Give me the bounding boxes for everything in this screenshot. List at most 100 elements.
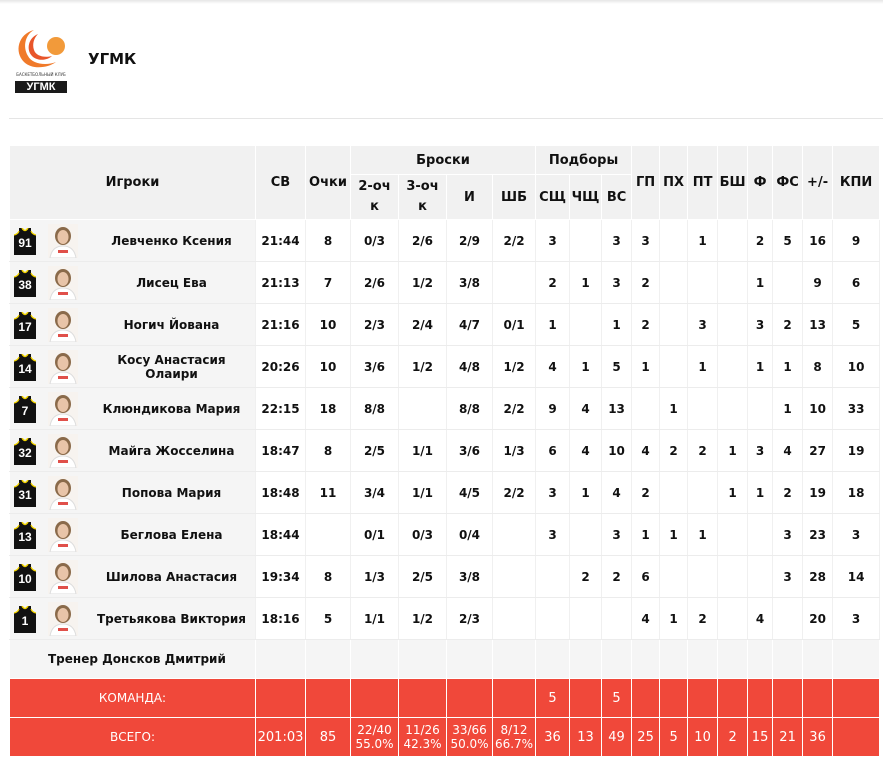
player-name[interactable]: Шилова Анастасия [105, 569, 238, 584]
player-cell[interactable]: 7 Клюндикова Мария [9, 387, 256, 430]
player-cell[interactable]: 38 Лисец Ева [9, 261, 256, 304]
col-efficiency[interactable]: КПИ [832, 145, 881, 220]
stat-def-rebounds [535, 555, 571, 598]
col-two-label: 2-очк [358, 179, 391, 214]
jersey-number: 14 [18, 362, 32, 376]
stat-three-pointers: 2/4 [398, 303, 447, 346]
stat-fouls: 1 [747, 261, 774, 304]
player-photo[interactable] [48, 266, 78, 301]
player-row[interactable]: 7 Клюндикова Мария 22:15 18 8/8 8/8 2/2 9 4 13 1 1 1… [9, 387, 881, 430]
col-def-rebounds[interactable]: СЩ [535, 174, 571, 220]
player-name[interactable]: Клюндикова Мария [102, 401, 241, 416]
stat-two-pointers: 3/4 [350, 471, 399, 514]
stat-efficiency: 3 [832, 597, 881, 640]
col-three-pointers[interactable]: 3-очк [398, 174, 447, 220]
col-points[interactable]: Очки [305, 145, 351, 220]
stat-plus-minus: 19 [802, 471, 834, 514]
team-cell [802, 678, 834, 718]
player-photo[interactable] [48, 434, 78, 469]
player-cell[interactable]: 1 Третьякова Виктория [9, 597, 256, 640]
jersey-number: 38 [18, 278, 32, 292]
player-name[interactable]: Беглова Елена [120, 527, 223, 542]
player-row[interactable]: 13 Беглова Елена 18:44 0/1 0/3 0/4 3 3 1 1 1 3 23 3 [9, 513, 881, 556]
player-name[interactable]: Майга Жосселина [108, 443, 235, 458]
player-photo[interactable] [48, 476, 78, 511]
logo-text: УГМК [26, 81, 56, 93]
stat-three-pointers: 1/2 [398, 345, 447, 388]
stat-blocks [717, 261, 749, 304]
stat-total-rebounds: 5 [601, 345, 633, 388]
player-photo[interactable] [48, 308, 78, 343]
stat-total-rebounds [601, 597, 633, 640]
col-total-rebounds[interactable]: ВС [601, 174, 633, 220]
stat-assists [631, 387, 661, 430]
col-assists[interactable]: ГП [631, 145, 661, 220]
player-row[interactable]: 1 Третьякова Виктория 18:16 5 1/1 1/2 2/3 4 1 2 4 2… [9, 597, 881, 640]
team-logo[interactable]: БАСКЕТБОЛЬНЫЙ КЛУБ УГМК [12, 24, 70, 96]
player-name[interactable]: Ногич Йована [123, 317, 220, 332]
player-cell[interactable]: 10 Шилова Анастасия [9, 555, 256, 598]
player-row[interactable]: 38 Лисец Ева 21:13 7 2/6 1/2 3/8 2 1 3 2 1 9 6 [9, 261, 881, 304]
col-field-goals[interactable]: И [446, 174, 493, 220]
player-photo[interactable] [48, 350, 78, 385]
stat-plus-minus: 28 [802, 555, 834, 598]
stat-total-rebounds: 1 [601, 303, 633, 346]
player-row[interactable]: 91 Левченко Ксения 21:44 8 0/3 2/6 2/9 2/2 3 3 3 1 2… [9, 219, 881, 262]
player-row[interactable]: 14 Косу Анастасия Олаири 20:26 10 3/6 1/2 4/8 1… [9, 345, 881, 388]
player-row[interactable]: 10 Шилова Анастасия 19:34 8 1/3 2/5 3/8 2 2 6 3 28 1… [9, 555, 881, 598]
player-photo[interactable] [48, 602, 78, 637]
player-name[interactable]: Косу Анастасия Олаири [117, 352, 226, 381]
stat-turnovers: 1 [659, 387, 689, 430]
player-name[interactable]: Лисец Ева [136, 275, 207, 290]
jersey-icon: 17 [14, 312, 36, 339]
col-steals[interactable]: ПТ [687, 145, 719, 220]
player-row[interactable]: 32 Майга Жосселина 18:47 8 2/5 1/1 3/6 1/3 6 4 10 4… [9, 429, 881, 472]
stat-assists: 6 [631, 555, 661, 598]
stat-minutes: 19:34 [255, 555, 306, 598]
player-cell[interactable]: 17 Ногич Йована [9, 303, 256, 346]
col-free-throws[interactable]: ШБ [491, 174, 537, 220]
player-photo[interactable] [48, 392, 78, 427]
player-cell[interactable]: 14 Косу Анастасия Олаири [9, 345, 256, 388]
stat-points: 10 [305, 345, 351, 388]
player-photo[interactable] [48, 560, 78, 595]
col-players[interactable]: Игроки [9, 145, 256, 220]
player-cell[interactable]: 31 Попова Мария [9, 471, 256, 514]
stat-minutes: 21:44 [255, 219, 306, 262]
total-three-cell: 11/26 42.3% [398, 717, 447, 757]
col-fouls-drawn[interactable]: ФС [772, 145, 804, 220]
stat-turnovers [659, 261, 689, 304]
col-blocks[interactable]: БШ [717, 145, 749, 220]
player-name[interactable]: Попова Мария [121, 485, 222, 500]
player-photo[interactable] [48, 224, 78, 259]
col-plus-minus[interactable]: +/- [802, 145, 834, 220]
player-name[interactable]: Третьякова Виктория [96, 611, 247, 626]
player-info: 13 Беглова Елена [10, 514, 255, 555]
total-row: ВСЕГО: 201:03 85 22/40 55.0% 11/26 42.3% 3… [9, 717, 881, 757]
col-turnovers[interactable]: ПХ [659, 145, 689, 220]
stat-two-pointers: 1/1 [350, 597, 399, 640]
stat-fouls-drawn: 4 [772, 429, 804, 472]
player-cell[interactable]: 13 Беглова Елена [9, 513, 256, 556]
stat-steals: 3 [687, 303, 719, 346]
stat-turnovers: 2 [659, 429, 689, 472]
team-header: БАСКЕТБОЛЬНЫЙ КЛУБ УГМК УГМК [12, 24, 872, 96]
stat-fouls: 3 [747, 303, 774, 346]
stat-off-rebounds [569, 219, 603, 262]
stat-def-rebounds: 6 [535, 429, 571, 472]
player-cell[interactable]: 91 Левченко Ксения [9, 219, 256, 262]
stat-three-pointers: 1/2 [398, 261, 447, 304]
player-row[interactable]: 17 Ногич Йована 21:16 10 2/3 2/4 4/7 0/1 1 1 2 3 3 2 1… [9, 303, 881, 346]
stat-blocks [717, 513, 749, 556]
stat-efficiency: 14 [832, 555, 881, 598]
stat-blocks [717, 555, 749, 598]
col-minutes[interactable]: СВ [255, 145, 306, 220]
player-photo[interactable] [48, 518, 78, 553]
col-off-rebounds[interactable]: ЧЩ [569, 174, 603, 220]
player-row[interactable]: 31 Попова Мария 18:48 11 3/4 1/1 4/5 2/2 3 1 4 2 1 1 2… [9, 471, 881, 514]
player-name[interactable]: Левченко Ксения [111, 233, 232, 248]
col-fouls[interactable]: Ф [747, 145, 774, 220]
player-cell[interactable]: 32 Майга Жосселина [9, 429, 256, 472]
col-two-pointers[interactable]: 2-очк [350, 174, 399, 220]
total-turnovers: 5 [659, 717, 689, 757]
